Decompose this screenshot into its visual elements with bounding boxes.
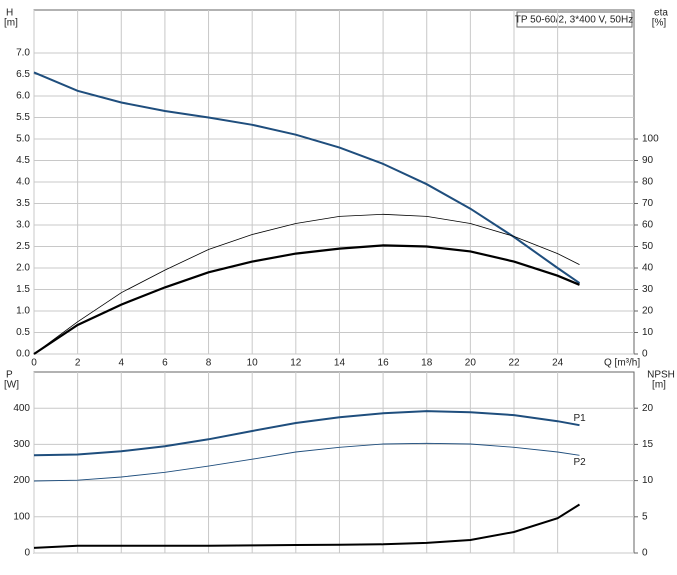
curve [33,442,580,482]
y-tick-label: 0 [24,548,30,559]
series-label: P2 [573,457,586,468]
y-tick-label: 3.5 [16,198,30,209]
y2-tick-label: 40 [642,263,654,274]
y2-tick-label: 20 [642,306,654,317]
y2-tick-label: 10 [642,475,654,486]
series-label: P1 [573,413,586,424]
x-tick-label: 14 [334,358,346,369]
y2-tick-label: 15 [642,439,654,450]
y2-tick-label: 20 [642,403,654,414]
y2-tick-label: 70 [642,198,654,209]
curve [33,244,580,355]
y2-tick-label: 60 [642,220,654,231]
y-tick-label: 5.0 [16,134,30,145]
x-tick-label: 0 [31,358,37,369]
x-axis-label: Q [m³/h] [604,358,640,369]
y2-tick-label: 0 [642,548,648,559]
y2-axis-label: eta [654,8,668,19]
y-tick-label: 1.5 [16,284,30,295]
x-tick-label: 10 [247,358,259,369]
x-tick-label: 8 [206,358,212,369]
y-axis-unit: [W] [4,380,19,391]
y-tick-label: 0.0 [16,349,30,360]
y2-axis-unit: [m] [652,380,666,391]
y-tick-label: 5.5 [16,112,30,123]
y-axis-label: P [6,370,13,381]
x-tick-label: 16 [378,358,390,369]
x-tick-label: 6 [162,358,168,369]
x-tick-label: 20 [465,358,477,369]
y2-tick-label: 5 [642,511,648,522]
x-tick-label: 4 [118,358,124,369]
y-tick-label: 2.5 [16,241,30,252]
y-tick-label: 6.0 [16,91,30,102]
y-axis-unit: [m] [4,18,18,29]
y2-tick-label: 90 [642,155,654,166]
curve [33,410,580,457]
y-tick-label: 7.0 [16,48,30,59]
x-tick-label: 22 [508,358,520,369]
y2-tick-label: 30 [642,284,654,295]
y-tick-label: 2.0 [16,263,30,274]
y2-tick-label: 100 [642,134,659,145]
y-tick-label: 0.5 [16,327,30,338]
curve [33,71,581,284]
y-tick-label: 1.0 [16,306,30,317]
y2-tick-label: 10 [642,327,654,338]
y-tick-label: 6.5 [16,69,30,80]
y-tick-label: 4.5 [16,155,30,166]
x-tick-label: 2 [75,358,81,369]
curve [33,213,580,355]
x-tick-label: 18 [421,358,433,369]
y2-tick-label: 80 [642,177,654,188]
legend-box [516,11,633,28]
y-tick-label: 200 [13,475,30,486]
curve [33,503,581,549]
y-tick-label: 100 [13,511,30,522]
y-tick-label: 300 [13,439,30,450]
y-tick-label: 400 [13,403,30,414]
y2-axis-label: NPSH [647,370,675,381]
y2-tick-label: 50 [642,241,654,252]
y-tick-label: 3.0 [16,220,30,231]
y-axis-label: H [6,8,13,19]
x-tick-label: 12 [290,358,302,369]
annotation: TP 50-60/2, 3*400 V, 50Hz [515,15,633,26]
x-tick-label: 24 [552,358,564,369]
y-tick-label: 4.0 [16,177,30,188]
y2-tick-label: 0 [642,349,648,360]
y2-axis-unit: [%] [652,18,667,29]
